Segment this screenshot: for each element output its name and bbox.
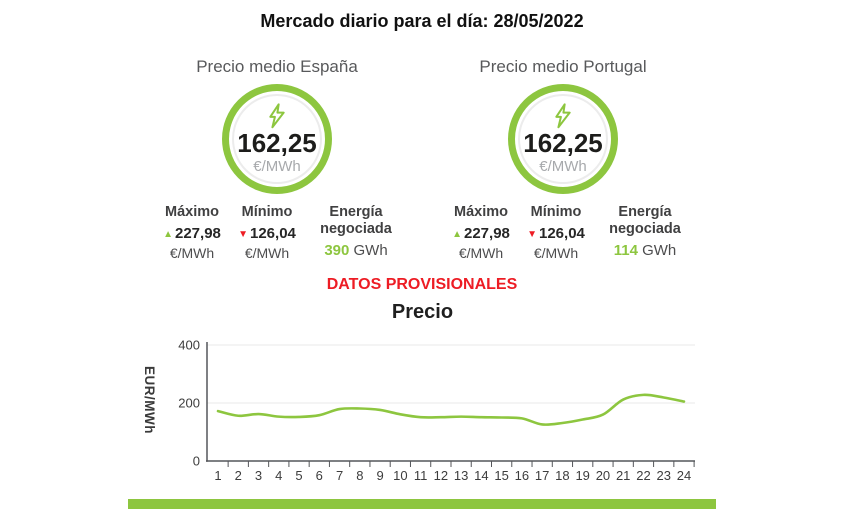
gauge-portugal-unit: €/MWh: [539, 158, 587, 176]
spain-min-label: Mínimo: [241, 204, 293, 220]
gauge-heading-portugal: Precio medio Portugal: [479, 57, 647, 76]
svg-text:18: 18: [555, 468, 569, 483]
svg-text:17: 17: [535, 468, 549, 483]
spain-energy-value: 390 GWh: [304, 242, 408, 259]
svg-text:7: 7: [336, 468, 343, 483]
portugal-min-value: ▼ 126,04: [514, 225, 598, 242]
up-triangle-icon: ▲: [452, 228, 462, 240]
spain-energy-label: Energía negociada: [304, 204, 408, 237]
gauge-heading-spain: Precio medio España: [196, 57, 358, 76]
portugal-max-value: ▲ 227,98: [439, 225, 523, 242]
gauge-spain-unit: €/MWh: [253, 158, 301, 176]
page-title: Mercado diario para el día: 28/05/2022: [260, 11, 584, 31]
portugal-energy-value: 114 GWh: [593, 242, 697, 259]
svg-text:22: 22: [636, 468, 650, 483]
svg-text:3: 3: [255, 468, 262, 483]
price-line-chart-svg: 1 2 3 4 5 6 7 8 9 10 11 12 13 14 15 16 17 18 19 20 21 22 23 240…: [178, 338, 695, 483]
portugal-energy-unit: GWh: [637, 242, 677, 259]
spain-energy-label-line2: negociada: [320, 220, 392, 237]
gauge-spain: 162,25 €/MWh: [222, 84, 332, 194]
lightning-bolt-icon: [555, 103, 571, 129]
svg-text:2: 2: [235, 468, 242, 483]
gauge-portugal: 162,25 €/MWh: [508, 84, 618, 194]
gauge-portugal-value: 162,25: [523, 128, 603, 158]
svg-text:200: 200: [178, 396, 200, 411]
svg-text:400: 400: [178, 338, 200, 353]
spain-energy-number: 390: [324, 242, 350, 259]
svg-text:14: 14: [474, 468, 488, 483]
svg-text:13: 13: [454, 468, 468, 483]
spain-min-unit: €/MWh: [244, 245, 290, 261]
price-chart: 1 2 3 4 5 6 7 8 9 10 11 12 13 14 15 16 17 18 19 20 21 22 23 24 0…: [135, 333, 710, 485]
lightning-bolt-icon: [269, 103, 285, 129]
spain-energy-unit: GWh: [349, 242, 388, 259]
svg-text:0: 0: [193, 454, 200, 469]
spain-energy-label-line1: Energía: [329, 204, 383, 220]
provisional-data-notice: DATOS PROVISIONALES: [326, 276, 518, 293]
spain-max-value: ▲ 227,98: [150, 225, 234, 242]
svg-text:9: 9: [376, 468, 383, 483]
svg-text:4: 4: [275, 468, 282, 483]
portugal-energy-label-line2: negociada: [609, 220, 681, 237]
portugal-max-unit: €/MWh: [458, 245, 504, 261]
gauge-spain-value: 162,25: [237, 128, 317, 158]
portugal-min-number: 126,04: [539, 225, 585, 242]
gauge-spain-inner: 162,25 €/MWh: [232, 94, 322, 184]
bottom-accent-bar: [128, 499, 716, 509]
down-triangle-icon: ▼: [238, 228, 248, 240]
portugal-energy-label-line1: Energía: [618, 204, 672, 220]
portugal-max-label: Máximo: [454, 204, 508, 220]
up-triangle-icon: ▲: [163, 228, 173, 240]
portugal-energy-label: Energía negociada: [593, 204, 697, 237]
spain-max-number: 227,98: [175, 225, 221, 242]
svg-text:6: 6: [316, 468, 323, 483]
svg-text:16: 16: [515, 468, 529, 483]
svg-text:20: 20: [596, 468, 610, 483]
svg-text:21: 21: [616, 468, 630, 483]
svg-text:12: 12: [434, 468, 448, 483]
spain-min-value: ▼ 126,04: [225, 225, 309, 242]
gauge-portugal-inner: 162,25 €/MWh: [518, 94, 608, 184]
svg-text:24: 24: [677, 468, 691, 483]
spain-max-unit: €/MWh: [169, 245, 215, 261]
spain-min-number: 126,04: [250, 225, 296, 242]
portugal-min-label: Mínimo: [530, 204, 582, 220]
chart-title: Precio: [391, 301, 454, 323]
portugal-energy-number: 114: [613, 242, 638, 259]
svg-text:15: 15: [494, 468, 508, 483]
portugal-min-unit: €/MWh: [533, 245, 579, 261]
portugal-max-number: 227,98: [464, 225, 510, 242]
svg-text:10: 10: [393, 468, 407, 483]
svg-text:1: 1: [214, 468, 221, 483]
svg-text:8: 8: [356, 468, 363, 483]
svg-text:5: 5: [295, 468, 302, 483]
svg-text:11: 11: [414, 468, 428, 483]
svg-text:19: 19: [575, 468, 589, 483]
svg-text:23: 23: [656, 468, 670, 483]
down-triangle-icon: ▼: [527, 228, 537, 240]
spain-max-label: Máximo: [165, 204, 219, 220]
